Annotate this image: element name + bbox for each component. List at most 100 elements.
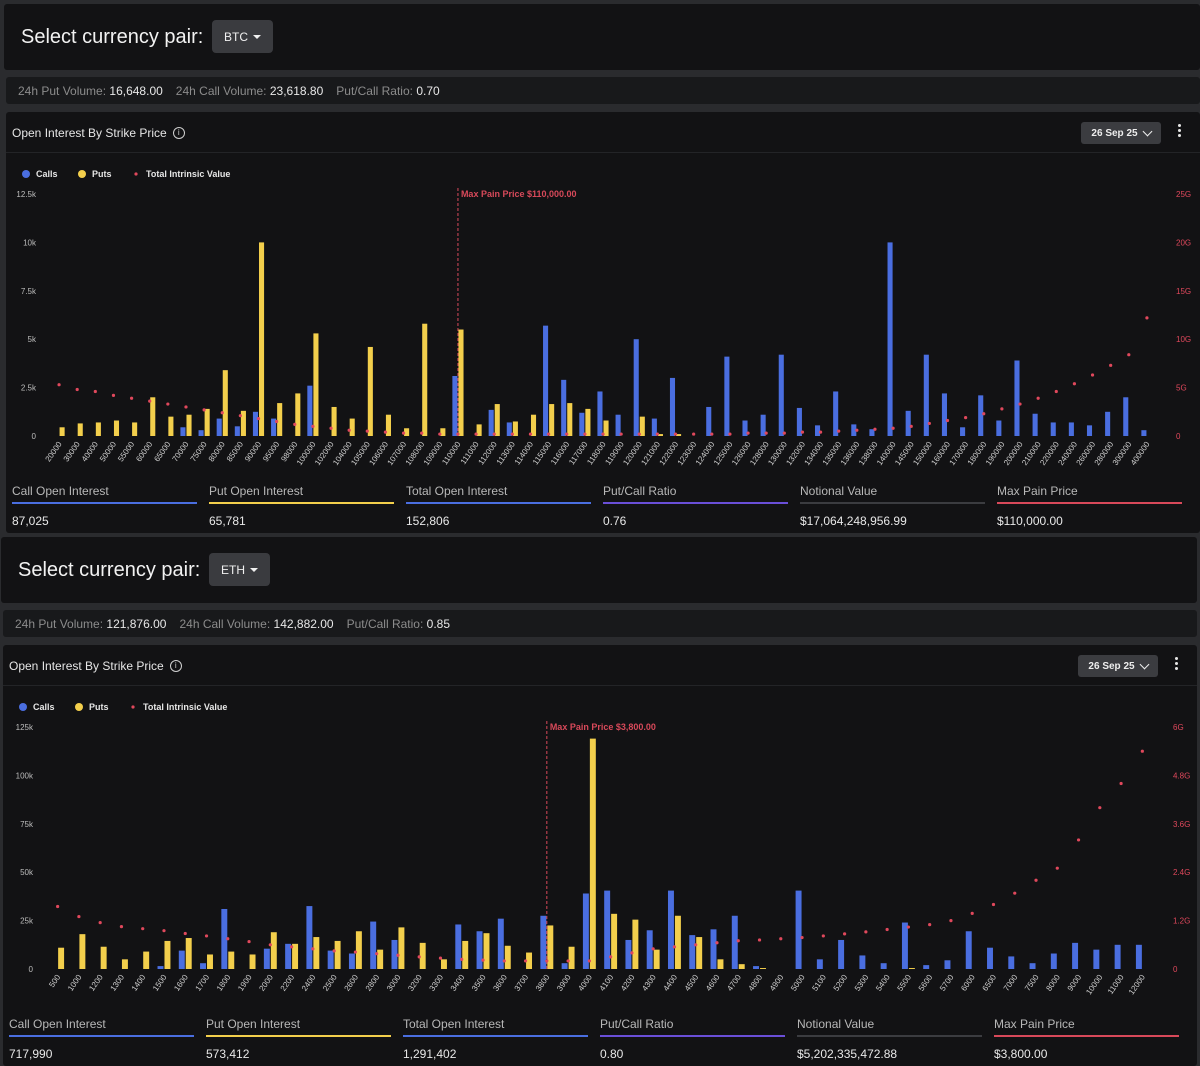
intrinsic-point xyxy=(184,405,188,409)
puts-bar xyxy=(458,329,464,436)
x-tick-label: 1800 xyxy=(215,973,233,993)
metric-notional: Notional Value $5,202,335,472.88 xyxy=(797,1017,982,1061)
calls-bar xyxy=(923,354,929,436)
card-title-text: Open Interest By Strike Price xyxy=(12,126,167,140)
y-tick-label: 50k xyxy=(20,868,34,877)
calls-bar xyxy=(604,890,611,969)
metric-call-oi: Call Open Interest 717,990 xyxy=(9,1017,194,1061)
intrinsic-point xyxy=(289,945,294,949)
x-tick-label: 50000 xyxy=(98,440,118,464)
intrinsic-point xyxy=(672,945,677,949)
legend-intrinsic-marker xyxy=(131,705,135,709)
info-icon[interactable]: i xyxy=(172,127,185,139)
metric-underline xyxy=(9,1035,194,1037)
intrinsic-point xyxy=(481,958,485,962)
calls-bar xyxy=(880,963,887,969)
calls-bar xyxy=(1135,944,1142,969)
x-tick-label: 75000 xyxy=(189,440,209,464)
puts-bar xyxy=(79,934,86,969)
calls-bar xyxy=(944,960,951,969)
currency-select[interactable]: ETH xyxy=(209,553,270,586)
x-tick-label: 1400 xyxy=(130,973,148,993)
metric-label: Put Open Interest xyxy=(209,484,304,498)
puts-bar xyxy=(377,949,384,969)
currency-value: ETH xyxy=(221,562,245,577)
currency-label: Select currency pair: xyxy=(18,559,201,581)
metric-put-oi: Put Open Interest 573,412 xyxy=(206,1017,391,1061)
calls-bar xyxy=(1141,430,1147,436)
intrinsic-point xyxy=(1034,878,1038,882)
intrinsic-point xyxy=(420,431,424,435)
intrinsic-point xyxy=(782,431,786,435)
intrinsic-point xyxy=(821,934,825,938)
x-tick-label: 11000 xyxy=(1106,973,1126,996)
puts-bar xyxy=(367,346,373,436)
calls-bar xyxy=(1123,397,1129,436)
intrinsic-point xyxy=(728,432,732,436)
x-tick-label: 4200 xyxy=(619,973,637,993)
legend-calls-marker xyxy=(19,703,27,711)
intrinsic-point xyxy=(438,432,442,436)
metric-underline xyxy=(797,1035,982,1037)
puts-bar xyxy=(113,420,120,436)
x-tick-label: 80000 xyxy=(207,440,227,464)
puts-bar xyxy=(404,428,410,436)
intrinsic-point xyxy=(637,432,641,436)
more-options-icon[interactable] xyxy=(1173,657,1179,670)
calls-bar xyxy=(271,418,277,436)
intrinsic-point xyxy=(162,929,166,933)
puts-bar xyxy=(738,964,745,969)
currency-select[interactable]: BTC xyxy=(212,20,273,53)
metric-label: Put/Call Ratio xyxy=(600,1017,674,1031)
x-tick-label: 4600 xyxy=(704,973,722,993)
puts-bar xyxy=(639,416,645,436)
x-tick-label: 2400 xyxy=(300,973,318,993)
x-tick-label: 7000 xyxy=(1002,973,1020,993)
y-tick-label: 125k xyxy=(16,723,34,732)
x-tick-label: 30000 xyxy=(62,440,82,464)
puts-bar xyxy=(512,421,518,436)
x-tick-label: 5200 xyxy=(832,973,850,993)
puts-bar xyxy=(185,938,192,969)
intrinsic-point xyxy=(275,419,279,424)
puts-bar xyxy=(240,410,246,436)
metric-value: 65,781 xyxy=(209,514,246,528)
metric-value: $110,000.00 xyxy=(997,514,1063,528)
intrinsic-point xyxy=(710,432,714,436)
puts-bar xyxy=(277,403,283,436)
puts-bar xyxy=(717,959,724,969)
y2-tick-label: 15G xyxy=(1176,287,1191,296)
calls-bar xyxy=(476,931,483,969)
puts-bar xyxy=(222,370,228,436)
intrinsic-point xyxy=(964,416,968,420)
intrinsic-point xyxy=(220,411,224,415)
x-tick-label: 4000 xyxy=(576,973,594,993)
calls-bar xyxy=(198,430,204,436)
puts-bar xyxy=(168,416,174,436)
y-tick-label: 100k xyxy=(16,771,34,780)
call-volume-label: 24h Call Volume: xyxy=(175,83,267,98)
intrinsic-point xyxy=(510,432,514,436)
puts-bar xyxy=(207,954,213,969)
calls-bar xyxy=(667,890,674,969)
x-tick-label: 5500 xyxy=(895,973,913,993)
x-tick-label: 85000 xyxy=(225,440,245,464)
expiry-date-select[interactable]: 26 Sep 25 xyxy=(1078,655,1158,677)
intrinsic-point xyxy=(293,422,297,426)
x-tick-label: 95000 xyxy=(261,440,281,464)
x-tick-label: 3900 xyxy=(555,973,573,993)
intrinsic-point xyxy=(311,947,315,951)
more-options-icon[interactable] xyxy=(1176,124,1182,137)
calls-bar xyxy=(901,922,908,969)
intrinsic-point xyxy=(1013,891,1017,895)
expiry-date-select[interactable]: 26 Sep 25 xyxy=(1081,122,1161,144)
puts-bar xyxy=(462,940,469,969)
calls-bar xyxy=(1029,963,1036,969)
metrics-row: Call Open Interest 87,025 Put Open Intere… xyxy=(12,484,1198,528)
max-pain-label: Max Pain Price $110,000.00 xyxy=(461,189,577,199)
calls-bar xyxy=(370,921,377,969)
intrinsic-point xyxy=(885,927,889,932)
calls-bar xyxy=(285,943,292,969)
calls-bar xyxy=(615,414,621,436)
info-icon[interactable]: i xyxy=(169,660,182,672)
